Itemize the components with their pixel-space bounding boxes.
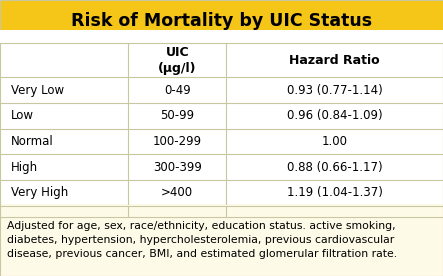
Text: 0-49: 0-49: [164, 84, 190, 97]
Text: 50-99: 50-99: [160, 109, 194, 122]
Text: Adjusted for age, sex, race/ethnicity, education status. active smoking,
diabete: Adjusted for age, sex, race/ethnicity, e…: [7, 221, 397, 259]
Bar: [0, 0, 443, 43]
Text: Risk of Mortality by UIC Status: Risk of Mortality by UIC Status: [71, 12, 372, 30]
Bar: [0, 204, 443, 276]
Text: UIC
(μg/l): UIC (μg/l): [158, 46, 196, 75]
Bar: [0, 30, 443, 204]
Text: Hazard Ratio: Hazard Ratio: [289, 54, 380, 67]
Text: High: High: [11, 161, 38, 174]
Text: 300-399: 300-399: [153, 161, 202, 174]
Text: 0.88 (0.66-1.17): 0.88 (0.66-1.17): [287, 161, 382, 174]
Bar: [0, 43, 443, 276]
Text: Very High: Very High: [11, 186, 68, 199]
Text: 0.96 (0.84-1.09): 0.96 (0.84-1.09): [287, 109, 382, 122]
Text: 100-299: 100-299: [153, 135, 202, 148]
Text: Low: Low: [11, 109, 34, 122]
Text: 1.00: 1.00: [322, 135, 347, 148]
Text: 1.19 (1.04-1.37): 1.19 (1.04-1.37): [287, 186, 382, 199]
Text: Very Low: Very Low: [11, 84, 64, 97]
Text: Normal: Normal: [11, 135, 54, 148]
Text: 0.93 (0.77-1.14): 0.93 (0.77-1.14): [287, 84, 382, 97]
Text: >400: >400: [161, 186, 193, 199]
